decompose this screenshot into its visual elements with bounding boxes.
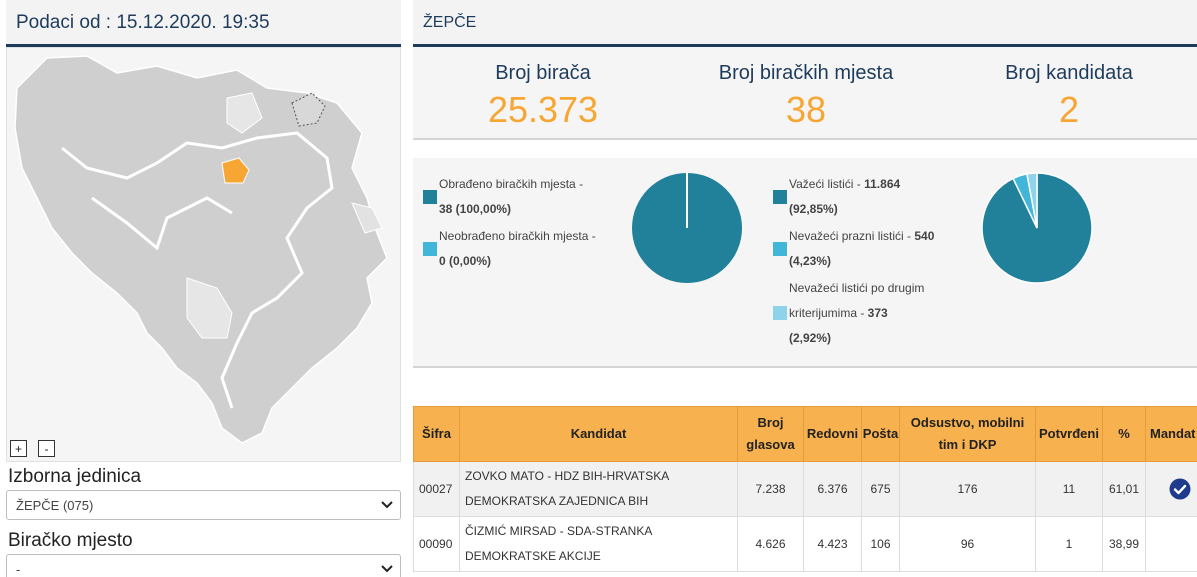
legend-swatch-processed (423, 190, 437, 204)
stat-polling-stations: Broj biračkih mjesta 38 (706, 47, 906, 131)
legend-valid-count: 11.864 (864, 177, 901, 191)
col-header-absent[interactable]: Odsustvo, mobilni tim i DKP (899, 406, 1036, 462)
col-header-mandate[interactable]: Mandat (1145, 406, 1197, 462)
constituency-select[interactable]: ŽEPČE (075) (6, 490, 401, 520)
col-header-mail[interactable]: Pošta (861, 406, 900, 462)
legend-swatch-other (773, 306, 787, 320)
map-container[interactable] (6, 47, 401, 462)
legend-swatch-valid (773, 190, 787, 204)
constituency-label: Izborna jedinica (8, 466, 142, 487)
bih-map[interactable] (7, 48, 400, 461)
legend-blank-count: 540 (914, 229, 935, 243)
legend-swatch-unprocessed (423, 242, 437, 256)
stat-polling-stations-label: Broj biračkih mjesta (718, 62, 894, 84)
legend-swatch-blank (773, 242, 787, 256)
map-brcko-district[interactable] (291, 92, 326, 127)
cell-regular: 6.376 (803, 461, 862, 517)
stat-candidates: Broj kandidata 2 (969, 47, 1169, 131)
col-header-code[interactable]: Šifra (413, 406, 460, 462)
col-header-votes[interactable]: Broj glasova (737, 406, 804, 462)
ballots-pie-chart (981, 172, 1093, 284)
legend-processed-label: Obrađeno biračkih mjesta - (439, 177, 584, 191)
data-timestamp-header: Podaci od : 15.12.2020. 19:35 (6, 0, 401, 47)
legend-unprocessed: Neobrađeno biračkih mjesta - 0 (0,00%) (439, 224, 629, 274)
processed-pie-chart (632, 173, 742, 283)
table-header-row: Šifra Kandidat Broj glasova Redovni Pošt… (413, 406, 1197, 462)
pie-slice-other[interactable] (1026, 172, 1038, 229)
stat-voters: Broj birača 25.373 (443, 47, 643, 131)
polling-station-label: Biračko mjesto (8, 530, 133, 551)
cell-code: 00090 (413, 516, 460, 572)
processed-pie-slices (632, 173, 742, 283)
legend-unprocessed-value: 0 (0,00%) (439, 254, 492, 268)
legend-processed-value: 38 (100,00%) (439, 202, 512, 216)
polling-station-select-value: - (16, 562, 21, 577)
results-table: Šifra Kandidat Broj glasova Redovni Pošt… (413, 406, 1197, 572)
legend-valid-label: Važeći listići - (789, 177, 865, 191)
map-highlight-left (186, 277, 233, 339)
constituency-title: ŽEPČE (423, 14, 477, 31)
legend-blank-label: Nevažeći prazni listići - (789, 229, 915, 243)
left-panel: Podaci od : 15.12.2020. 19:35 + - Izborn… (6, 0, 401, 577)
cell-votes: 7.238 (737, 461, 804, 517)
right-panel: ŽEPČE Broj birača 25.373 Broj biračkih m… (413, 0, 1197, 577)
cell-candidate: ČIZMIĆ MIRSAD - SDA-STRANKA DEMOKRATSKE … (459, 516, 738, 572)
legend-other-count: 373 (867, 306, 888, 320)
ballots-pie-slices (981, 172, 1093, 284)
check-circle-icon (1169, 478, 1190, 500)
stat-polling-stations-value: 38 (785, 89, 827, 130)
constituency-header: ŽEPČE (413, 0, 1197, 47)
col-header-confirmed[interactable]: Potvrđeni (1035, 406, 1103, 462)
map-region-border (61, 131, 334, 409)
cell-confirmed: 11 (1035, 461, 1103, 517)
cell-mail: 106 (861, 516, 900, 572)
stats-bar: Broj birača 25.373 Broj biračkih mjesta … (413, 47, 1197, 140)
map-country-shape[interactable] (14, 55, 388, 444)
cell-absent: 96 (899, 516, 1036, 572)
stat-voters-value: 25.373 (487, 89, 599, 130)
chevron-down-icon (381, 565, 393, 573)
map-highlight-east (351, 202, 383, 234)
cell-absent: 176 (899, 461, 1036, 517)
cell-votes: 4.626 (737, 516, 804, 572)
cell-regular: 4.423 (803, 516, 862, 572)
col-header-regular[interactable]: Redovni (803, 406, 862, 462)
col-header-pct[interactable]: % (1102, 406, 1146, 462)
legend-blank-pct: (4,23%) (789, 254, 832, 268)
map-region-border-2 (91, 196, 233, 251)
map-zepce-selected[interactable] (221, 157, 250, 184)
legend-other-pct: (2,92%) (789, 331, 832, 345)
legend-blank: Nevažeći prazni listići - 540 (4,23%) (789, 224, 989, 274)
cell-pct: 61,01 (1102, 461, 1146, 517)
zoom-in-button[interactable]: + (10, 440, 27, 457)
stat-voters-label: Broj birača (495, 62, 591, 84)
data-timestamp: Podaci od : 15.12.2020. 19:35 (16, 12, 270, 33)
cell-confirmed: 1 (1035, 516, 1103, 572)
polling-station-select[interactable]: - (6, 554, 401, 577)
stat-candidates-value: 2 (1058, 89, 1080, 130)
legend-processed: Obrađeno biračkih mjesta - 38 (100,00%) (439, 172, 629, 222)
map-highlight-top (226, 92, 263, 134)
charts-panel: Obrađeno biračkih mjesta - 38 (100,00%) … (413, 158, 1197, 368)
legend-other: Nevažeći listići po drugim kriterijumima… (789, 276, 989, 351)
cell-pct: 38,99 (1102, 516, 1146, 572)
zoom-out-button[interactable]: - (38, 440, 55, 457)
chevron-down-icon (381, 501, 393, 509)
cell-mail: 675 (861, 461, 900, 517)
legend-unprocessed-label: Neobrađeno biračkih mjesta - (439, 229, 596, 243)
table-row[interactable]: 00090 ČIZMIĆ MIRSAD - SDA-STRANKA DEMOKR… (413, 516, 1197, 572)
table-row[interactable]: 00027 ZOVKO MATO - HDZ BIH-HRVATSKA DEMO… (413, 461, 1197, 517)
col-header-candidate[interactable]: Kandidat (459, 406, 738, 462)
constituency-select-value: ŽEPČE (075) (16, 498, 94, 513)
stat-candidates-label: Broj kandidata (1005, 62, 1133, 84)
legend-valid-pct: (92,85%) (789, 202, 838, 216)
cell-mandate (1145, 516, 1197, 572)
cell-candidate: ZOVKO MATO - HDZ BIH-HRVATSKA DEMOKRATSK… (459, 461, 738, 517)
legend-valid: Važeći listići - 11.864 (92,85%) (789, 172, 989, 222)
cell-code: 00027 (413, 461, 460, 517)
legend-other-label-1: Nevažeći listići po drugim (789, 281, 925, 295)
legend-other-label-2: kriterijumima - (789, 306, 868, 320)
cell-mandate (1145, 461, 1197, 517)
